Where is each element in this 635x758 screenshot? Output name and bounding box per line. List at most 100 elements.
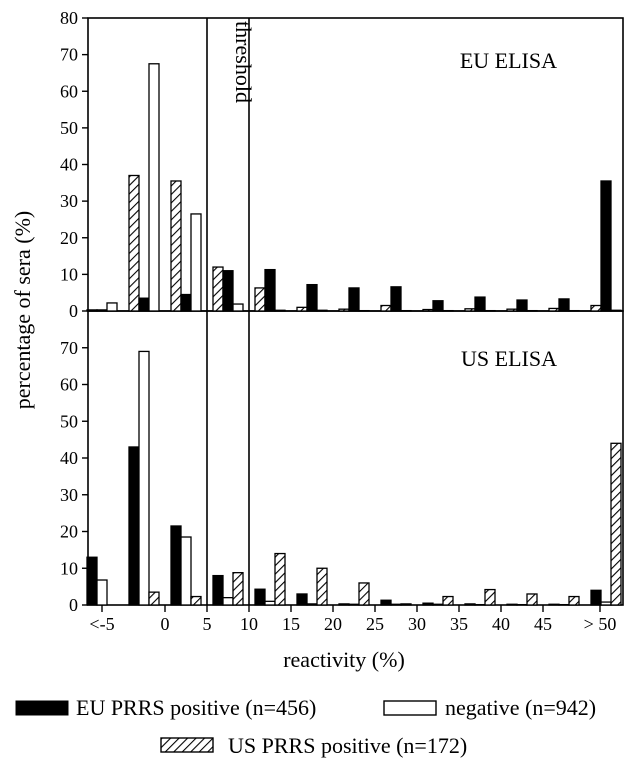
- y-tick-label: 70: [60, 338, 78, 358]
- bar-us-elisa-us-11: [568, 595, 580, 606]
- bar-eu-elisa-eu-6: [348, 287, 360, 312]
- legend-swatch-us: [160, 737, 214, 753]
- bar-eu-elisa-us-7: [380, 304, 392, 312]
- x-tick-label: 35: [450, 614, 468, 634]
- bar-eu-elisa-us-11: [548, 307, 560, 312]
- bar-eu-elisa-eu-11: [558, 298, 570, 312]
- y-tick-label: 50: [60, 118, 78, 138]
- bar-us-elisa-eu-3: [212, 574, 224, 606]
- x-axis-title: reactivity (%): [283, 647, 405, 672]
- bar-us-elisa-us-4: [274, 552, 286, 606]
- x-tick-label: 10: [240, 614, 258, 634]
- bar-us-elisa-eu-6: [338, 603, 350, 606]
- y-tick-label: 20: [60, 522, 78, 542]
- bar-us-elisa-neg-3: [222, 597, 234, 606]
- bar-us-elisa-us-6: [358, 582, 370, 606]
- bar-us-elisa-neg-0: [96, 579, 108, 606]
- bar-us-elisa-us-5: [316, 567, 328, 606]
- bar-us-elisa-neg-8: [432, 603, 444, 606]
- bar-eu-elisa-neg-1: [148, 63, 160, 312]
- bar-us-elisa-neg-4: [264, 600, 276, 606]
- bar-us-elisa-eu-4: [254, 588, 266, 606]
- threshold-label: threshold: [231, 21, 256, 103]
- bar-eu-elisa-neg-12: [610, 309, 622, 312]
- bar-us-elisa-neg-12: [600, 601, 612, 606]
- bar-eu-elisa-eu-4: [264, 268, 276, 312]
- bar-us-elisa-us-7: [400, 603, 412, 606]
- bar-us-elisa-eu-9: [464, 603, 476, 606]
- bar-us-elisa-eu-2: [170, 525, 182, 606]
- bar-us-elisa-neg-2: [180, 536, 192, 606]
- bar-us-elisa-eu-5: [296, 593, 308, 606]
- chart-marks: [86, 63, 622, 606]
- bar-eu-elisa-us-5: [296, 306, 308, 312]
- x-tick-label: > 50: [584, 614, 617, 634]
- legend-swatch-eu: [15, 700, 69, 716]
- bar-eu-elisa-neg-2: [190, 213, 202, 312]
- legend-label-negative: negative (n=942): [445, 695, 596, 720]
- bar-us-elisa-us-12: [610, 442, 622, 606]
- bar-us-elisa-eu-11: [548, 603, 560, 606]
- bar-eu-elisa-us-1: [128, 174, 140, 312]
- bar-us-elisa-neg-6: [348, 603, 360, 606]
- x-tick-label: 45: [534, 614, 552, 634]
- bar-us-elisa-eu-12: [590, 589, 602, 606]
- bar-eu-elisa-eu-2: [180, 293, 192, 312]
- bar-eu-elisa-eu-9: [474, 296, 486, 312]
- y-tick-label: 60: [60, 375, 78, 395]
- bar-eu-elisa-neg-3: [232, 303, 244, 312]
- bar-us-elisa-us-10: [526, 593, 538, 606]
- bar-eu-elisa-eu-3: [222, 270, 234, 312]
- y-axis-title: percentage of sera (%): [10, 211, 35, 409]
- bar-eu-elisa-us-4: [254, 287, 266, 312]
- bar-us-elisa-us-1: [148, 591, 160, 606]
- bar-eu-elisa-eu-0: [96, 309, 108, 312]
- bar-us-elisa-us-2: [190, 595, 202, 606]
- y-tick-label: 40: [60, 155, 78, 175]
- bar-eu-elisa-neg-0: [106, 302, 118, 312]
- bar-us-elisa-us-9: [484, 588, 496, 606]
- y-tick-label: 10: [60, 558, 78, 578]
- bar-eu-elisa-us-6: [338, 308, 350, 312]
- y-tick-label: 20: [60, 228, 78, 248]
- y-tick-label: 0: [69, 301, 78, 321]
- x-tick-label: 30: [408, 614, 426, 634]
- x-tick-label: 25: [366, 614, 384, 634]
- bar-eu-elisa-us-2: [170, 180, 182, 312]
- us-panel-title: US ELISA: [461, 346, 557, 371]
- bar-us-elisa-eu-8: [422, 602, 434, 606]
- x-tick-label: 40: [492, 614, 510, 634]
- bar-eu-elisa-us-0: [86, 309, 98, 312]
- y-tick-label: 70: [60, 45, 78, 65]
- bar-eu-elisa-us-10: [506, 308, 518, 312]
- bar-us-elisa-neg-7: [390, 603, 402, 606]
- bar-eu-elisa-us-9: [464, 308, 476, 312]
- bar-eu-elisa-eu-10: [516, 299, 528, 312]
- bar-eu-elisa-eu-12: [600, 180, 612, 312]
- legend-label-us: US PRRS positive (n=172): [228, 733, 467, 758]
- y-tick-label: 80: [60, 8, 78, 28]
- bar-eu-elisa-eu-5: [306, 283, 318, 312]
- bar-us-elisa-eu-0: [86, 556, 98, 606]
- y-tick-label: 60: [60, 81, 78, 101]
- bar-us-elisa-eu-7: [380, 599, 392, 606]
- bar-eu-elisa-neg-4: [274, 309, 286, 312]
- bar-us-elisa-neg-1: [138, 350, 150, 606]
- eu-panel-title: EU ELISA: [460, 48, 557, 73]
- y-tick-label: 0: [69, 595, 78, 615]
- x-tick-label: <-5: [89, 614, 114, 634]
- y-tick-label: 30: [60, 485, 78, 505]
- bar-eu-elisa-eu-8: [432, 300, 444, 312]
- bar-us-elisa-us-8: [442, 595, 454, 606]
- legend-label-eu: EU PRRS positive (n=456): [76, 695, 316, 720]
- legend-swatch-negative: [383, 700, 437, 716]
- x-tick-label: 20: [324, 614, 342, 634]
- bar-eu-elisa-us-8: [422, 308, 434, 312]
- x-tick-label: 15: [282, 614, 300, 634]
- bar-us-elisa-eu-10: [506, 603, 518, 606]
- y-tick-label: 10: [60, 264, 78, 284]
- y-tick-label: 40: [60, 448, 78, 468]
- y-tick-label: 50: [60, 411, 78, 431]
- bar-eu-elisa-eu-1: [138, 297, 150, 312]
